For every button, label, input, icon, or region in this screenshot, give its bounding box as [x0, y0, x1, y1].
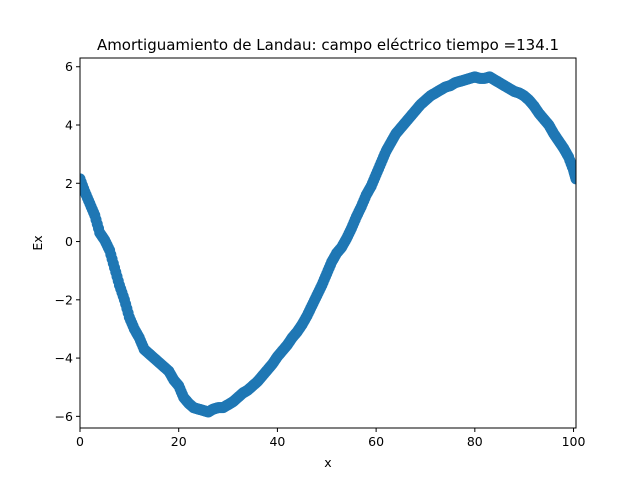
chart-title: Amortiguamiento de Landau: campo eléctri… [97, 36, 559, 54]
ticks-layer: 0 20 40 60 80 100 −6 −4 −2 0 2 4 6 [55, 59, 586, 449]
y-tick-label: 2 [65, 176, 73, 191]
x-axis-label: x [324, 455, 331, 470]
y-tick-label: −4 [55, 351, 73, 366]
y-tick-label: −6 [55, 409, 73, 424]
x-tick-label: 100 [562, 434, 586, 449]
points-layer [80, 71, 576, 418]
plot-frame [79, 57, 577, 429]
y-tick-label: 6 [65, 59, 73, 74]
y-tick-label: 0 [65, 234, 73, 249]
x-tick-label: 60 [368, 434, 384, 449]
x-tick-label: 40 [269, 434, 285, 449]
y-tick-label: 4 [65, 118, 73, 133]
data-point [570, 173, 576, 185]
y-tick-label: −2 [55, 292, 73, 307]
x-tick-label: 80 [467, 434, 483, 449]
x-tick-label: 0 [76, 434, 84, 449]
x-tick-label: 20 [171, 434, 187, 449]
y-axis-label: Ex [30, 235, 45, 250]
